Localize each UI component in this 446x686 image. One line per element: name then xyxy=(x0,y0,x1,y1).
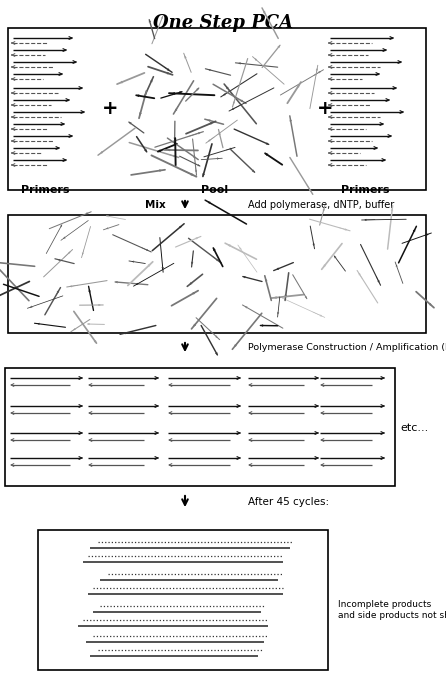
Text: Add polymerase, dNTP, buffer: Add polymerase, dNTP, buffer xyxy=(248,200,394,210)
Text: Primers: Primers xyxy=(341,185,389,195)
Text: Polymerase Construction / Amplification (PCA): Polymerase Construction / Amplification … xyxy=(248,344,446,353)
Bar xyxy=(38,530,328,670)
Bar xyxy=(8,215,426,333)
Text: Mix: Mix xyxy=(145,200,165,210)
Text: Incomplete products
and side products not shown: Incomplete products and side products no… xyxy=(338,600,446,619)
Text: +: + xyxy=(102,99,118,117)
Text: One Step PCA: One Step PCA xyxy=(153,14,293,32)
Text: etc...: etc... xyxy=(400,423,428,433)
Text: Pool: Pool xyxy=(202,185,228,195)
Text: Primers: Primers xyxy=(21,185,69,195)
Bar xyxy=(8,28,426,190)
Text: +: + xyxy=(317,99,333,117)
Text: After 45 cycles:: After 45 cycles: xyxy=(248,497,329,507)
Bar xyxy=(5,368,395,486)
